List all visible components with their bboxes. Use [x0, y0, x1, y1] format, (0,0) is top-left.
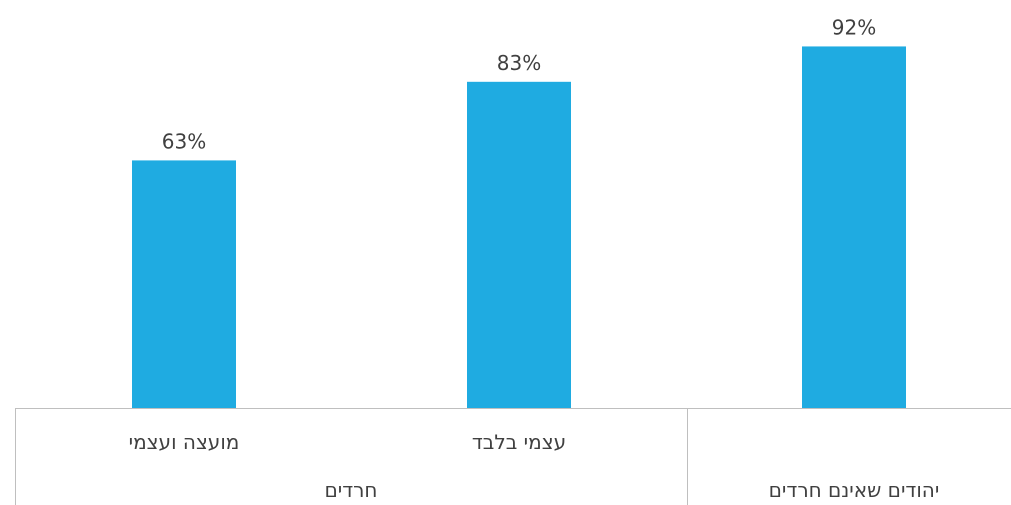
group-label-1: חרדים [324, 478, 377, 502]
data-label-1: 63% [162, 129, 206, 153]
category-labels-layer: מועצה ועצמי עצמי בלבד חרדים יהודים שאינם חר… [129, 430, 940, 502]
category-label-2: עצמי בלבד [472, 430, 566, 454]
category-label-1: מועצה ועצמי [129, 430, 240, 454]
data-label-3: 92% [832, 15, 876, 39]
data-label-2: 83% [497, 51, 541, 75]
bar-1 [132, 160, 236, 408]
bar-3 [802, 46, 906, 408]
bar-2 [467, 82, 571, 408]
group-label-2: יהודים שאינם חרדים [769, 478, 940, 502]
bars-layer [132, 46, 906, 408]
